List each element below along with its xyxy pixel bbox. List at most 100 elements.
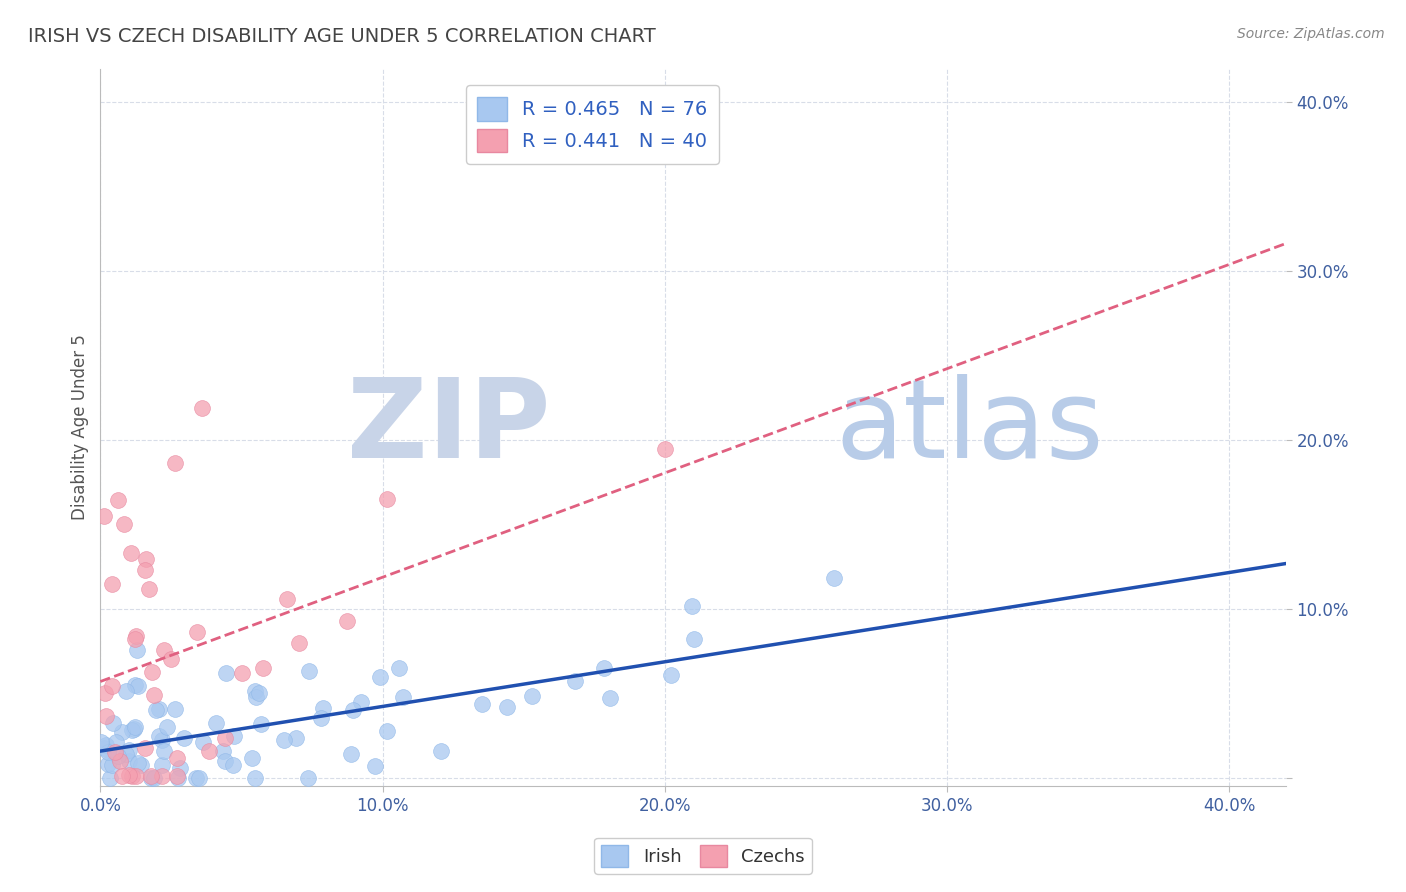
Point [654, 442, 676, 456]
Point [125, 769, 148, 783]
Text: IRISH VS CZECH DISABILITY AGE UNDER 5 CORRELATION CHART: IRISH VS CZECH DISABILITY AGE UNDER 5 CO… [28, 27, 655, 45]
Point [121, 723, 143, 737]
Point [101, 577, 124, 591]
Point [93, 508, 115, 523]
Point [141, 769, 163, 783]
Point [127, 756, 149, 770]
Point [94, 686, 117, 700]
Point [107, 749, 129, 764]
Point [94, 709, 117, 723]
Point [159, 652, 181, 666]
Point [243, 771, 266, 785]
Point [311, 710, 333, 724]
Point [124, 720, 146, 734]
Point [108, 754, 131, 768]
Point [166, 769, 188, 783]
Point [150, 758, 173, 772]
Point [224, 730, 246, 744]
Point [375, 492, 398, 507]
Point [375, 724, 398, 739]
Point [152, 744, 174, 758]
Point [120, 546, 142, 560]
Point [392, 690, 415, 704]
Point [243, 684, 266, 698]
Point [184, 771, 207, 785]
Point [143, 688, 166, 702]
Point [118, 754, 141, 768]
Point [114, 747, 136, 762]
Point [191, 401, 214, 415]
Point [125, 630, 148, 644]
Point [336, 614, 359, 628]
Legend: Irish, Czechs: Irish, Czechs [595, 838, 811, 874]
Point [222, 757, 245, 772]
Point [231, 665, 253, 680]
Point [681, 599, 703, 614]
Legend: R = 0.465   N = 76, R = 0.441   N = 40: R = 0.465 N = 76, R = 0.441 N = 40 [465, 86, 718, 164]
Point [111, 769, 134, 783]
Point [823, 571, 845, 585]
Point [100, 771, 122, 785]
Point [173, 731, 195, 745]
Point [273, 733, 295, 747]
Point [124, 677, 146, 691]
Point [166, 750, 188, 764]
Point [659, 668, 682, 682]
Point [471, 697, 494, 711]
Point [240, 751, 263, 765]
Point [124, 632, 146, 646]
Text: ZIP: ZIP [347, 374, 551, 481]
Point [127, 642, 149, 657]
Point [118, 742, 141, 756]
Point [166, 771, 188, 785]
Point [496, 700, 519, 714]
Point [129, 758, 152, 772]
Point [141, 665, 163, 680]
Point [312, 700, 335, 714]
Point [112, 516, 135, 531]
Point [214, 755, 236, 769]
Point [145, 703, 167, 717]
Point [138, 582, 160, 596]
Point [115, 683, 138, 698]
Point [143, 771, 166, 785]
Point [284, 731, 307, 745]
Point [340, 747, 363, 761]
Point [364, 759, 387, 773]
Point [93, 741, 115, 756]
Point [214, 731, 236, 745]
Point [165, 702, 187, 716]
Point [135, 551, 157, 566]
Point [90, 735, 112, 749]
Point [100, 757, 122, 772]
Point [682, 632, 704, 646]
Point [127, 680, 149, 694]
Text: Source: ZipAtlas.com: Source: ZipAtlas.com [1237, 27, 1385, 41]
Point [139, 771, 162, 785]
Point [252, 661, 274, 675]
Point [104, 745, 127, 759]
Point [205, 715, 228, 730]
Point [134, 741, 156, 756]
Point [118, 768, 141, 782]
Point [388, 661, 411, 675]
Point [593, 661, 616, 675]
Text: atlas: atlas [835, 374, 1104, 481]
Point [520, 690, 543, 704]
Point [350, 695, 373, 709]
Point [124, 722, 146, 736]
Point [245, 690, 267, 705]
Point [148, 701, 170, 715]
Point [111, 725, 134, 739]
Point [150, 733, 173, 747]
Point [163, 456, 186, 470]
Y-axis label: Disability Age Under 5: Disability Age Under 5 [72, 334, 89, 520]
Point [134, 563, 156, 577]
Point [150, 769, 173, 783]
Point [368, 670, 391, 684]
Point [121, 769, 143, 783]
Point [148, 729, 170, 743]
Point [107, 492, 129, 507]
Point [187, 771, 209, 785]
Point [101, 680, 124, 694]
